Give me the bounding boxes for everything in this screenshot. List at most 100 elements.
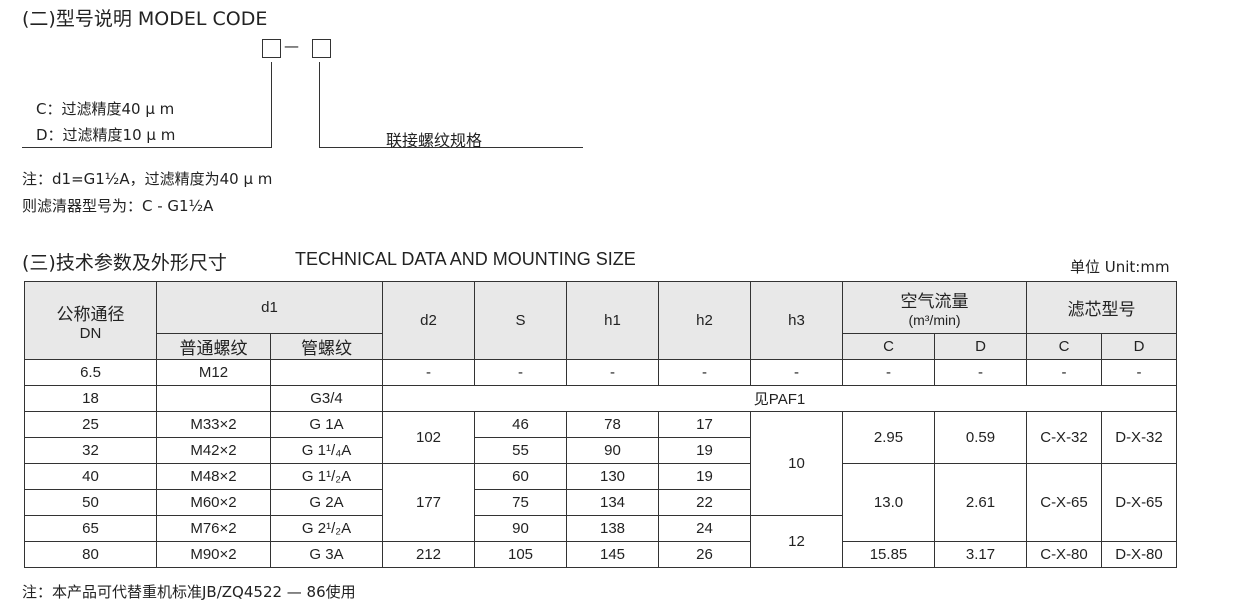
cell-see-reference: 见PAF1	[382, 385, 1177, 412]
table-row: 18 G3/4 见PAF1	[24, 385, 1177, 412]
cell-s: 46	[474, 411, 567, 438]
cell-pipe: G 2A	[270, 489, 383, 516]
cell-normal: M60×2	[156, 489, 271, 516]
tech-title-en: TECHNICAL DATA AND MOUNTING SIZE	[295, 249, 636, 269]
cell-pipe	[270, 359, 383, 386]
cell-dn: 40	[24, 463, 157, 490]
header-element-d: D	[1101, 333, 1177, 360]
cell-element-c: C-X-65	[1026, 463, 1102, 542]
cell-h1: 134	[566, 489, 659, 516]
header-flow: 空气流量 (m³/min)	[842, 281, 1027, 334]
cell-s: -	[474, 359, 567, 386]
cell-h1: 138	[566, 515, 659, 542]
cell-element-c: C-X-80	[1026, 541, 1102, 568]
cell-s: 105	[474, 541, 567, 568]
cell-h1: -	[566, 359, 659, 386]
cell-dn: 80	[24, 541, 157, 568]
table-row: 32 M42×2 G 1¹/₄A 55 90 19	[24, 437, 1177, 464]
cell-h2: 24	[658, 515, 751, 542]
tech-data-table: 公称通径 DN d1 d2 S h1 h2 h3 空气流量 (m³/min) 滤芯型…	[24, 281, 1177, 568]
table-row: 80 M90×2 G 3A 212 105 145 26 15.85 3.17 …	[24, 541, 1177, 568]
cell-pipe: G3/4	[270, 385, 383, 412]
code-box-1	[262, 39, 281, 58]
cell-dn: 65	[24, 515, 157, 542]
cell-h2: 19	[658, 463, 751, 490]
cell-pipe: G 3A	[270, 541, 383, 568]
cell-flow-c: 2.95	[842, 411, 935, 464]
header-d1-pipe: 管螺纹	[270, 333, 383, 360]
cell-normal: M12	[156, 359, 271, 386]
table-row: 25 M33×2 G 1A 102 46 78 17 10 2.95 0.59 …	[24, 411, 1177, 516]
leader-line	[319, 62, 321, 148]
cell-element-c: -	[1026, 359, 1102, 386]
table-row: 6.5 M12 - - - - - - - - -	[24, 359, 1177, 386]
cell-h1: 78	[566, 411, 659, 438]
code-dash: —	[284, 37, 299, 55]
cell-s: 75	[474, 489, 567, 516]
cell-flow-d: 2.61	[934, 463, 1027, 542]
header-d1-normal: 普通螺纹	[156, 333, 271, 360]
cell-d2: 177	[382, 463, 475, 542]
cell-pipe: G 1A	[270, 411, 383, 438]
table-footnote: 注：本产品可代替重机标准JB/ZQ4522 — 86使用	[22, 583, 356, 601]
leader-line	[271, 62, 273, 148]
cell-pipe: G 1¹/₂A	[270, 463, 383, 490]
cell-h1: 90	[566, 437, 659, 464]
cell-d2: 212	[382, 541, 475, 568]
option-c: C：过滤精度40 μ m	[36, 100, 175, 118]
thread-label: 联接螺纹规格	[386, 131, 483, 150]
cell-flow-c: 15.85	[842, 541, 935, 568]
cell-dn: 25	[24, 411, 157, 438]
cell-normal	[156, 385, 271, 412]
option-d: D：过滤精度10 μ m	[36, 126, 176, 144]
cell-h2: 26	[658, 541, 751, 568]
header-element-c: C	[1026, 333, 1102, 360]
cell-flow-d: 0.59	[934, 411, 1027, 464]
header-h3: h3	[750, 281, 843, 360]
cell-normal: M76×2	[156, 515, 271, 542]
cell-flow-d: 3.17	[934, 541, 1027, 568]
cell-d2: 102	[382, 411, 475, 464]
cell-h3: -	[750, 359, 843, 386]
code-box-2	[312, 39, 331, 58]
header-flow-d: D	[934, 333, 1027, 360]
note-line-2: 则滤清器型号为：C - G1½A	[22, 197, 214, 215]
cell-normal: M90×2	[156, 541, 271, 568]
cell-flow-c: -	[842, 359, 935, 386]
cell-element-d: D-X-80	[1101, 541, 1177, 568]
cell-element-c: C-X-32	[1026, 411, 1102, 464]
cell-flow-d: -	[934, 359, 1027, 386]
cell-normal: M48×2	[156, 463, 271, 490]
cell-normal: M42×2	[156, 437, 271, 464]
leader-line	[22, 147, 272, 149]
cell-element-d: D-X-32	[1101, 411, 1177, 464]
cell-h1: 145	[566, 541, 659, 568]
header-h2: h2	[658, 281, 751, 360]
leader-line	[319, 147, 583, 149]
cell-s: 90	[474, 515, 567, 542]
cell-pipe: G 2¹/₂A	[270, 515, 383, 542]
cell-h1: 130	[566, 463, 659, 490]
cell-element-d: D-X-65	[1101, 463, 1177, 542]
note-line-1: 注：d1=G1½A，过滤精度为40 μ m	[22, 170, 273, 188]
cell-s: 60	[474, 463, 567, 490]
cell-d2: -	[382, 359, 475, 386]
header-element: 滤芯型号	[1026, 281, 1177, 334]
header-s: S	[474, 281, 567, 360]
cell-dn: 50	[24, 489, 157, 516]
header-d1: d1	[156, 281, 383, 334]
header-h1: h1	[566, 281, 659, 360]
cell-flow-c: 13.0	[842, 463, 935, 542]
unit-label: 单位 Unit:mm	[1070, 258, 1170, 276]
model-code-title: (二)型号说明 MODEL CODE	[22, 8, 268, 30]
cell-element-d: -	[1101, 359, 1177, 386]
cell-dn: 32	[24, 437, 157, 464]
cell-h3: 12	[750, 515, 843, 568]
header-flow-c: C	[842, 333, 935, 360]
cell-h2: 19	[658, 437, 751, 464]
header-dn: 公称通径 DN	[24, 281, 157, 360]
table-row: 50 M60×2 G 2A 75 134 22	[24, 489, 1177, 516]
cell-h2: -	[658, 359, 751, 386]
cell-h2: 22	[658, 489, 751, 516]
cell-h3: 10	[750, 411, 843, 516]
